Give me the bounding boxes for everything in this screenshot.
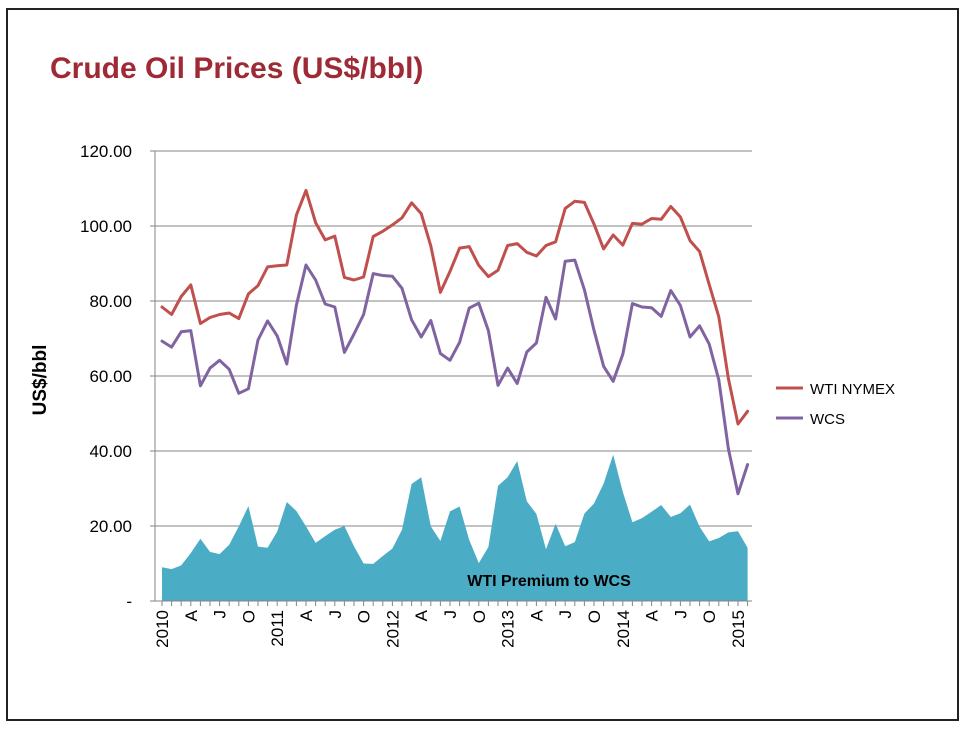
x-tick-label: J [211, 610, 230, 619]
y-tick-labels: - 20.00 40.00 60.00 80.00 100.00 120.00 [80, 142, 132, 611]
x-tick-label: J [441, 610, 460, 619]
x-tick-label: O [355, 610, 374, 623]
x-tick-label: J [671, 610, 690, 619]
y-tick-label: 120.00 [80, 142, 132, 161]
y-tick-label: - [126, 592, 132, 611]
x-tick-label: J [556, 610, 575, 619]
legend-label-wcs: WCS [810, 411, 845, 428]
x-tick-label: A [527, 609, 546, 621]
x-tick-label: A [182, 609, 201, 621]
x-tick-label: 2015 [729, 610, 748, 648]
chart-frame [6, 8, 959, 721]
y-axis-label: US$/bbl [30, 345, 51, 416]
area-series-label: WTI Premium to WCS [467, 573, 631, 590]
premium-area-layer [162, 454, 748, 601]
grid-lines [155, 150, 752, 527]
axes-layer [150, 150, 752, 606]
x-tick-label: O [700, 610, 719, 623]
y-tick-label: 100.00 [80, 217, 132, 236]
y-tick-label: 20.00 [89, 517, 132, 536]
x-tick-label: J [326, 610, 345, 619]
wcs-line [160, 258, 750, 496]
series-lines-layer [160, 188, 750, 496]
wti-nymex-line [160, 188, 750, 426]
legend-label-wti: WTI NYMEX [810, 381, 895, 398]
x-tick-label: A [412, 609, 431, 621]
y-tick-label: 40.00 [89, 442, 132, 461]
x-tick-label: 2011 [268, 610, 287, 647]
x-tick-label: 2014 [614, 610, 633, 648]
premium-area [162, 454, 748, 601]
x-tick-labels: 2010 A J O 2011 A J O 2012 A J O 2013 A J O 2014 A J O 2015 [153, 609, 748, 647]
x-tick-label: O [585, 610, 604, 623]
x-tick-label: 2010 [153, 610, 172, 648]
y-tick-label: 80.00 [89, 292, 132, 311]
y-tick-label: 60.00 [89, 367, 132, 386]
x-tick-label: A [643, 609, 662, 621]
legend: WTI NYMEX WCS [776, 381, 895, 428]
x-tick-label: O [239, 610, 258, 623]
x-tick-label: O [470, 610, 489, 623]
chart-title: Crude Oil Prices (US$/bbl) [50, 52, 424, 85]
x-tick-label: 2012 [383, 610, 402, 648]
x-tick-label: A [297, 609, 316, 621]
x-tick-label: 2013 [499, 610, 518, 648]
